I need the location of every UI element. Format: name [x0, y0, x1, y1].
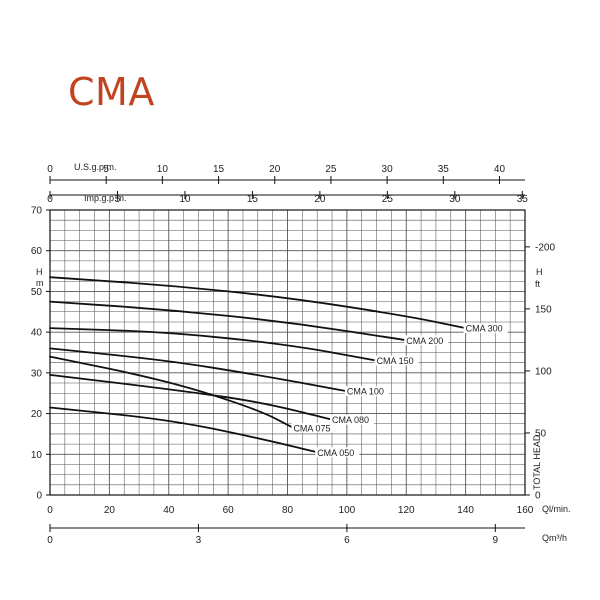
x-m3h-tick-label: 3 [196, 535, 202, 546]
x-impgpm-tick-label: 5 [115, 194, 121, 205]
y-left-tick-label: 70 [31, 206, 43, 217]
series-label-bg-cma-100 [344, 386, 389, 397]
y-right-tick-label: 0 [535, 491, 541, 502]
x-impgpm-tick-label: 20 [314, 194, 326, 205]
series-label-bg-cma-300 [463, 323, 508, 334]
x-usgpm-tick-label: 0 [47, 164, 53, 175]
series-label-cma-300: CMA 300 [466, 324, 503, 334]
series-label-bg-cma-075 [291, 422, 336, 433]
series-label-cma-075: CMA 075 [293, 423, 330, 433]
x-m3h-label: Qm³/h [542, 533, 567, 543]
y-left-tick-label: 10 [31, 450, 43, 461]
x-impgpm-tick-label: 35 [517, 194, 529, 205]
x-primary-tick-label: 40 [163, 505, 175, 516]
y-right-tick-label: 50 [535, 428, 547, 439]
x-impgpm-label: Imp.g.p.m. [84, 193, 127, 203]
y-right-label-h: H [536, 267, 543, 277]
series-label-bg-cma-200 [404, 335, 449, 346]
x-primary-tick-label: 120 [398, 505, 415, 516]
chart-grid [49, 209, 526, 496]
series-line-cma-050 [49, 406, 319, 454]
y-right-tick-label: -200 [535, 242, 555, 253]
series-label-cma-150: CMA 150 [377, 356, 414, 366]
x-m3h-tick-label: 6 [344, 535, 350, 546]
y-left-tick-label: 30 [31, 368, 43, 379]
series-line-cma-075 [49, 355, 295, 429]
x-impgpm-tick-label: 10 [179, 194, 191, 205]
x-impgpm-tick-label: 30 [449, 194, 461, 205]
y-right-tick-label: 150 [535, 304, 552, 315]
plot-frame [49, 209, 526, 496]
x-usgpm-tick-label: 40 [494, 164, 506, 175]
chart-axes [49, 179, 526, 529]
series-line-cma-300 [49, 276, 467, 329]
series-label-cma-200: CMA 200 [406, 336, 443, 346]
y-left-tick-label: 50 [31, 287, 43, 298]
y-right-tick-label: 100 [535, 366, 552, 377]
y-left-label-m: m [36, 278, 44, 288]
x-usgpm-label: U.S.g.p.m. [74, 162, 117, 172]
x-usgpm-tick-label: 25 [325, 164, 337, 175]
x-primary-tick-label: 60 [223, 505, 235, 516]
series-label-bg-cma-080 [330, 414, 375, 425]
y-right-axis-title: TOTAL HEAD [532, 434, 542, 490]
x-impgpm-tick-label: 0 [47, 194, 53, 205]
series-label-bg-cma-050 [315, 447, 360, 458]
series-label-cma-050: CMA 050 [317, 448, 354, 458]
series-line-cma-100 [49, 347, 348, 393]
page-title: CMA [68, 70, 155, 114]
x-impgpm-tick-label: 15 [247, 194, 259, 205]
series-line-cma-150 [49, 327, 378, 362]
series-line-cma-200 [49, 300, 408, 342]
y-left-tick-label: 0 [36, 491, 42, 502]
series-label-bg-cma-150 [374, 355, 419, 366]
x-usgpm-tick-label: 10 [157, 164, 169, 175]
x-usgpm-tick-label: 30 [382, 164, 394, 175]
x-m3h-tick-label: 0 [47, 535, 53, 546]
x-primary-tick-label: 0 [47, 505, 53, 516]
x-m3h-tick-label: 9 [493, 535, 499, 546]
x-usgpm-tick-label: 15 [213, 164, 225, 175]
y-left-label-h: H [36, 267, 43, 277]
x-primary-label: Ql/min. [542, 504, 571, 514]
x-primary-tick-label: 100 [339, 505, 356, 516]
series-label-cma-100: CMA 100 [347, 387, 384, 397]
x-primary-tick-label: 140 [457, 505, 474, 516]
x-primary-tick-label: 80 [282, 505, 294, 516]
x-usgpm-tick-label: 35 [438, 164, 450, 175]
y-left-tick-label: 40 [31, 328, 43, 339]
x-impgpm-tick-label: 25 [382, 194, 394, 205]
y-left-tick-label: 60 [31, 246, 43, 257]
x-primary-tick-label: 160 [517, 505, 534, 516]
x-usgpm-tick-label: 20 [269, 164, 281, 175]
y-left-tick-label: 20 [31, 409, 43, 420]
x-usgpm-tick-label: 5 [103, 164, 109, 175]
x-primary-tick-label: 20 [104, 505, 116, 516]
y-right-label-ft: ft [535, 279, 541, 289]
series-label-cma-080: CMA 080 [332, 415, 369, 425]
